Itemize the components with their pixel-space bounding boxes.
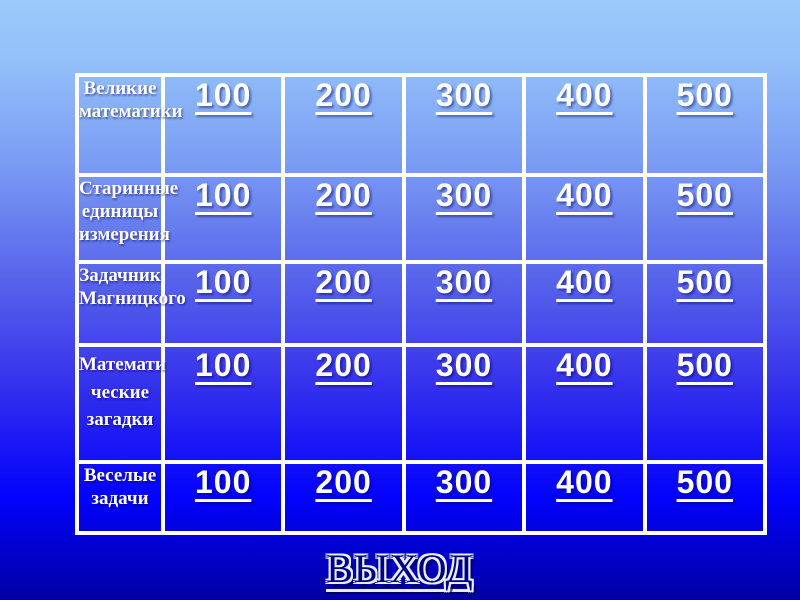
- board-row-great-mathematicians: Великие математики 100 200 300 400 500: [75, 73, 767, 177]
- question-link[interactable]: 500: [676, 464, 733, 500]
- question-cell[interactable]: 400: [522, 73, 647, 177]
- question-link[interactable]: 300: [435, 177, 493, 213]
- question-link[interactable]: 200: [315, 177, 372, 213]
- category-line: единицы: [81, 201, 159, 223]
- category-line: задачи: [91, 488, 149, 510]
- question-link[interactable]: 300: [435, 464, 493, 500]
- question-link[interactable]: 400: [556, 264, 613, 300]
- question-cell[interactable]: 300: [401, 260, 527, 347]
- question-link[interactable]: 500: [676, 77, 733, 113]
- question-cell[interactable]: 100: [160, 343, 286, 464]
- question-link[interactable]: 100: [195, 347, 252, 383]
- question-link[interactable]: 300: [435, 77, 493, 113]
- question-cell[interactable]: 200: [281, 260, 406, 347]
- category-line: математики: [79, 101, 183, 123]
- category-line: Задачник: [79, 265, 161, 286]
- category-line: Великие: [83, 78, 157, 99]
- question-cell[interactable]: 500: [642, 73, 767, 177]
- question-link[interactable]: 400: [556, 347, 613, 383]
- question-link[interactable]: 500: [676, 177, 733, 213]
- question-cell[interactable]: 400: [522, 460, 647, 535]
- question-link[interactable]: 400: [556, 77, 613, 113]
- question-link[interactable]: 100: [195, 177, 252, 213]
- question-cell[interactable]: 400: [522, 343, 647, 464]
- question-link[interactable]: 200: [315, 264, 372, 300]
- question-cell[interactable]: 200: [281, 343, 406, 464]
- board-row-old-units: Старинные единицы измерения 100 200 300 …: [75, 173, 767, 264]
- category-line: измерения: [79, 224, 170, 246]
- jeopardy-board: Великие математики 100 200 300 400 500 С…: [75, 73, 767, 535]
- question-link[interactable]: 300: [435, 347, 493, 383]
- question-cell[interactable]: 500: [642, 343, 767, 464]
- question-cell[interactable]: 300: [401, 460, 527, 535]
- question-cell[interactable]: 200: [281, 73, 406, 177]
- question-cell[interactable]: 300: [401, 173, 527, 264]
- category-line: Веселые: [83, 465, 157, 486]
- board-row-magnitsky-problems: Задачник Магницкого 100 200 300 400 500: [75, 260, 767, 347]
- question-link[interactable]: 400: [556, 177, 613, 213]
- category-cell: Великие математики: [75, 73, 183, 177]
- question-cell[interactable]: 300: [401, 73, 527, 177]
- question-cell[interactable]: 100: [160, 173, 286, 264]
- question-cell[interactable]: 100: [160, 260, 286, 347]
- question-cell[interactable]: 500: [642, 173, 767, 264]
- question-link[interactable]: 400: [556, 464, 613, 500]
- question-cell[interactable]: 400: [522, 173, 647, 264]
- question-cell[interactable]: 400: [522, 260, 647, 347]
- question-cell[interactable]: 500: [642, 460, 767, 535]
- category-line: Магницкого: [79, 288, 186, 310]
- question-cell[interactable]: 200: [281, 460, 406, 535]
- exit-area: ВЫХОД: [0, 549, 800, 592]
- question-link[interactable]: 500: [676, 264, 733, 300]
- category-line: загадки: [86, 409, 154, 431]
- question-link[interactable]: 200: [315, 77, 372, 113]
- board-row-fun-problems: Веселые задачи 100 200 300 400 500: [75, 460, 767, 535]
- question-link[interactable]: 500: [676, 347, 733, 383]
- question-link[interactable]: 200: [315, 464, 372, 500]
- question-link[interactable]: 200: [315, 347, 372, 383]
- exit-link[interactable]: ВЫХОД: [326, 546, 474, 592]
- question-link[interactable]: 100: [195, 264, 252, 300]
- category-cell: Математи ческие загадки: [75, 343, 166, 464]
- question-link[interactable]: 100: [195, 77, 252, 113]
- question-cell[interactable]: 200: [281, 173, 406, 264]
- question-cell[interactable]: 100: [160, 73, 286, 177]
- category-line: Математи: [79, 354, 166, 375]
- question-cell[interactable]: 500: [642, 260, 767, 347]
- question-link[interactable]: 300: [435, 264, 493, 300]
- board-row-math-riddles: Математи ческие загадки 100 200 300 400 …: [75, 343, 767, 464]
- category-cell: Старинные единицы измерения: [75, 173, 179, 264]
- category-line: ческие: [90, 381, 150, 403]
- category-line: Старинные: [79, 178, 179, 199]
- question-cell[interactable]: 300: [401, 343, 527, 464]
- category-cell: Веселые задачи: [75, 460, 165, 535]
- question-link[interactable]: 100: [195, 464, 252, 500]
- question-cell[interactable]: 100: [160, 460, 286, 535]
- category-cell: Задачник Магницкого: [75, 260, 186, 347]
